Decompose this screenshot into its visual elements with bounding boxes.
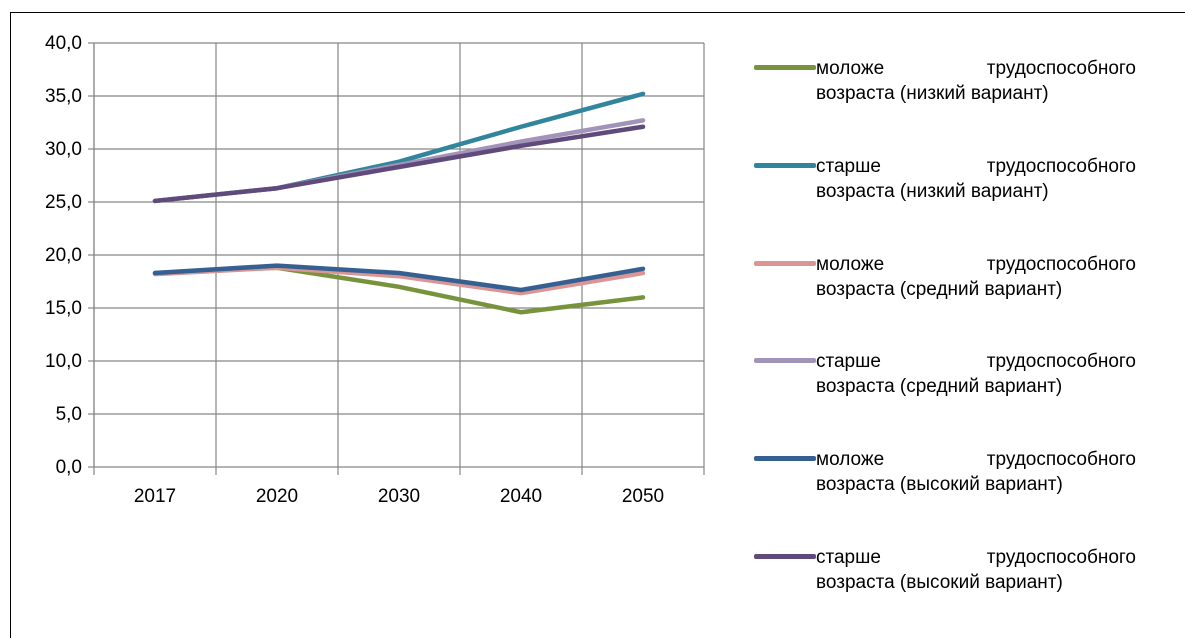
legend-label-line2: возраста (высокий вариант): [816, 474, 1063, 495]
x-tick-label: 2050: [622, 486, 664, 507]
chart-frame: [10, 12, 1185, 638]
legend-item: моложе трудоспособного возраста (высокий …: [754, 447, 1136, 507]
legend-label-line1: старше трудоспособного: [816, 156, 1136, 177]
y-tick-label: 20,0: [45, 245, 82, 266]
legend-swatch: [754, 456, 816, 461]
x-tick-label: 2020: [256, 486, 298, 507]
x-tick-label: 2017: [134, 486, 176, 507]
legend-label-line2: возраста (низкий вариант): [816, 83, 1049, 104]
series-line-6: [152, 124, 646, 204]
legend-swatch: [754, 358, 816, 363]
series-line-5: [152, 263, 646, 293]
chart-grid: [93, 42, 705, 475]
legend-swatch: [754, 554, 816, 559]
legend-item: старше трудоспособного возраста (средний …: [754, 349, 1136, 409]
legend-label-line1: моложе трудоспособного: [816, 254, 1136, 275]
y-tick-label: 15,0: [45, 298, 82, 319]
legend-label-line2: возраста (высокий вариант): [816, 572, 1063, 593]
legend-label: старше трудоспособного возраста (средний …: [816, 349, 1136, 399]
legend-label-line2: возраста (средний вариант): [816, 279, 1063, 300]
legend-label: моложе трудоспособного возраста (низкий в…: [816, 56, 1136, 106]
legend-item: моложе трудоспособного возраста (низкий в…: [754, 56, 1136, 116]
y-tick-label: 30,0: [45, 139, 82, 160]
legend-label-line1: старше трудоспособного: [816, 547, 1136, 568]
legend-swatch: [754, 163, 816, 168]
x-axis-ticks: 2017 2020 2030 2040 2050: [134, 486, 664, 507]
legend-item: старше трудоспособного возраста (высокий …: [754, 545, 1136, 605]
y-tick-label: 0,0: [56, 457, 82, 478]
legend-label-line2: возраста (низкий вариант): [816, 181, 1049, 202]
y-tick-label: 40,0: [45, 33, 82, 54]
y-tick-label: 5,0: [56, 404, 82, 425]
y-tick-label: 25,0: [45, 192, 82, 213]
legend-label-line2: возраста (средний вариант): [816, 376, 1063, 397]
legend-item: старше трудоспособного возраста (низкий в…: [754, 154, 1136, 214]
y-tick-label: 10,0: [45, 351, 82, 372]
chart-axes: [88, 42, 704, 475]
x-tick-label: 2030: [378, 486, 420, 507]
legend-item: моложе трудоспособного возраста (средний …: [754, 252, 1136, 312]
legend-label: моложе трудоспособного возраста (высокий …: [816, 447, 1136, 497]
series-line-2: [152, 91, 646, 204]
legend-label: старше трудоспособного возраста (низкий в…: [816, 154, 1136, 204]
x-tick-label: 2040: [500, 486, 542, 507]
legend-swatch: [754, 261, 816, 266]
legend-label-line1: моложе трудоспособного: [816, 58, 1136, 79]
chart-series-lines: [152, 91, 646, 315]
legend-label-line1: старше трудоспособного: [816, 351, 1136, 372]
legend-label: старше трудоспособного возраста (высокий …: [816, 545, 1136, 595]
legend-label: моложе трудоспособного возраста (средний …: [816, 252, 1136, 302]
y-axis-ticks: 0,0 5,0 10,0 15,0 20,0 25,0 30,0 35,0 40,0: [45, 33, 82, 478]
legend-label-line1: моложе трудоспособного: [816, 449, 1136, 470]
y-tick-label: 35,0: [45, 86, 82, 107]
legend-swatch: [754, 65, 816, 70]
